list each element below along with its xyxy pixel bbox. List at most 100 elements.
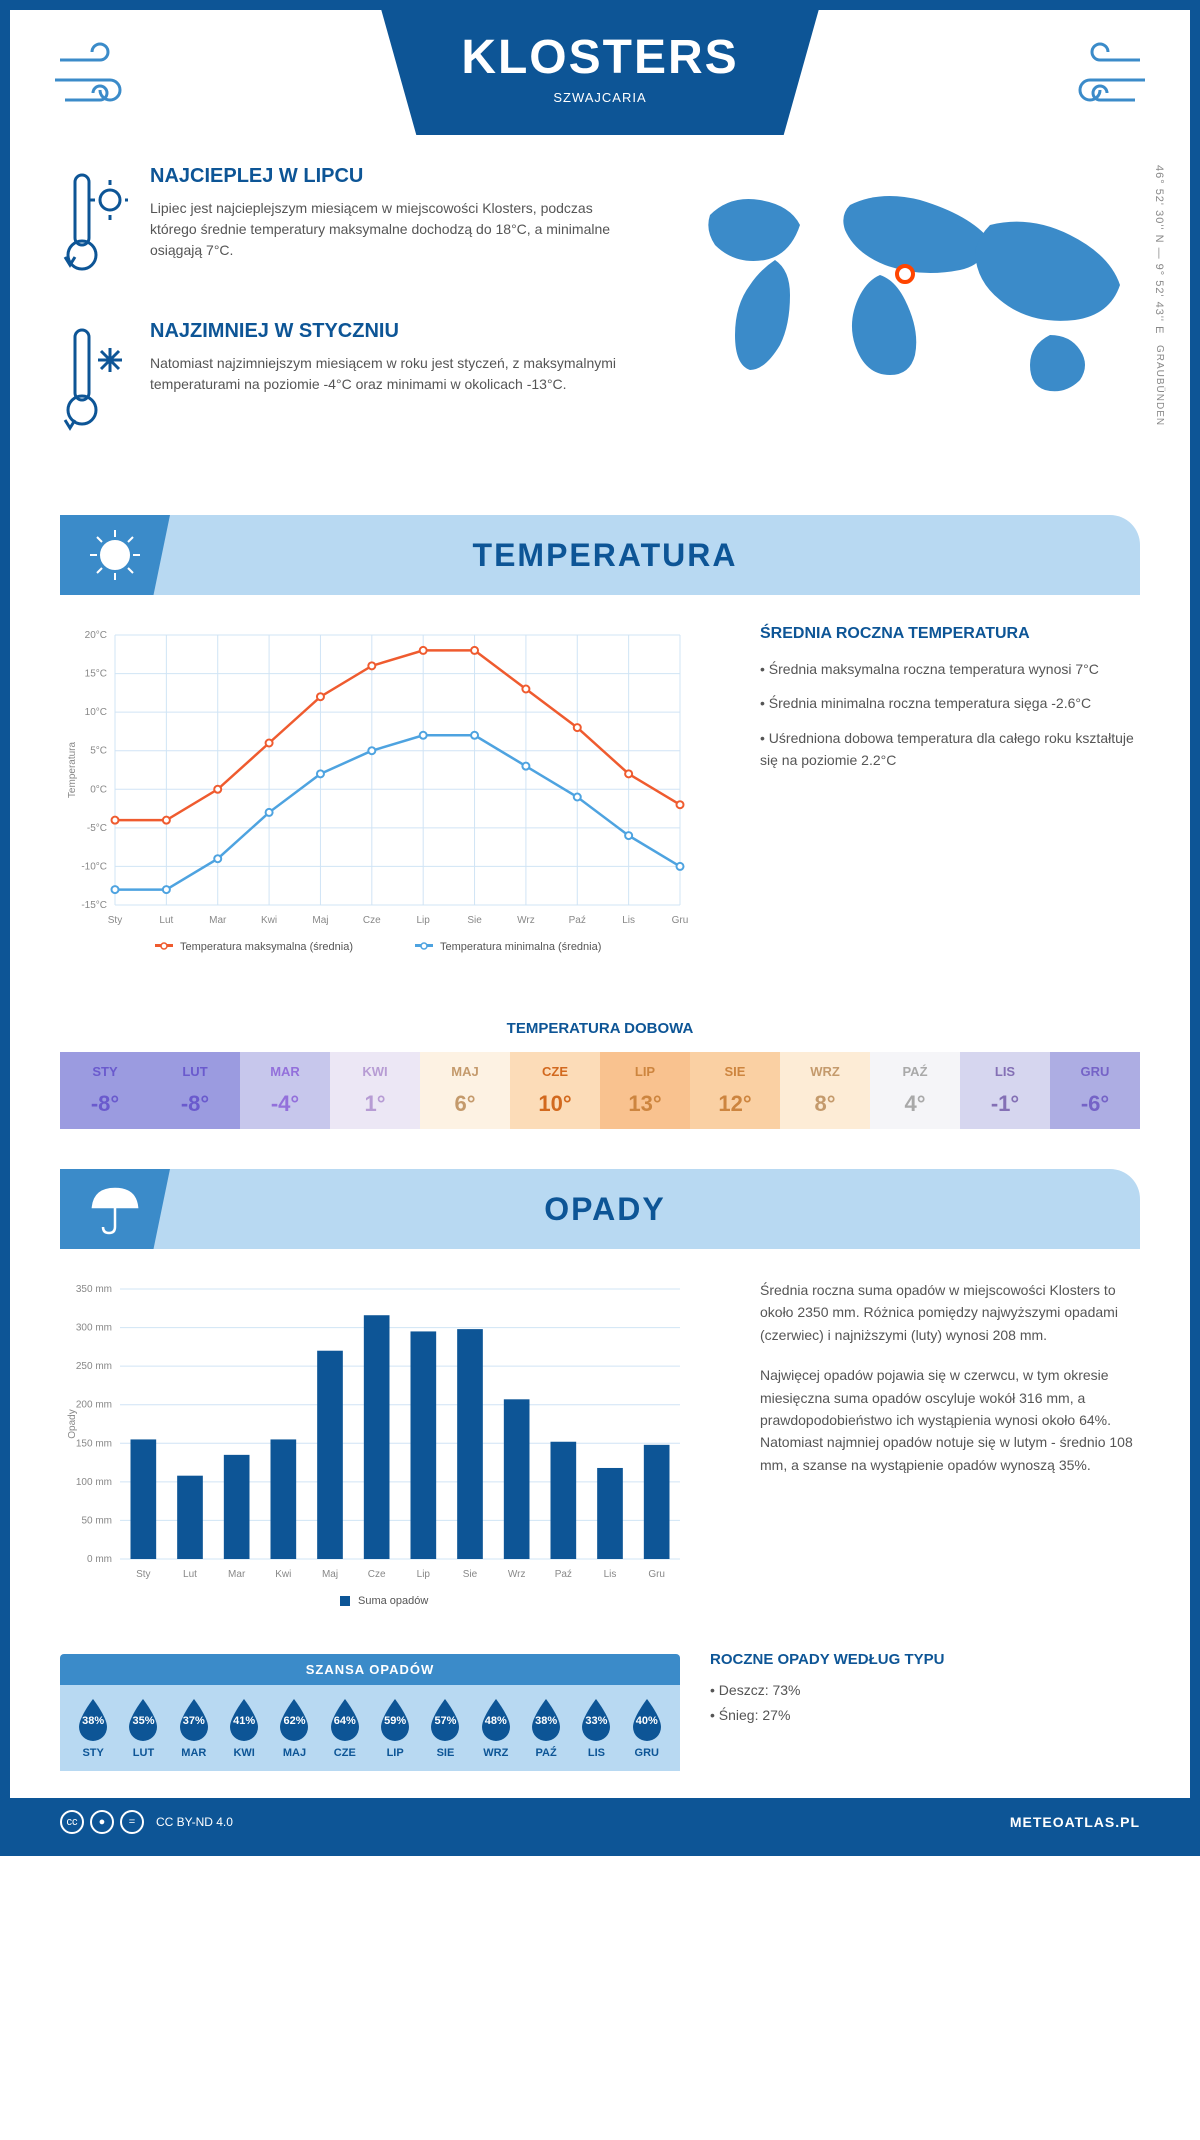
svg-text:5°C: 5°C [90,746,107,757]
wind-icon-left [50,10,150,110]
svg-text:Maj: Maj [322,1569,338,1580]
svg-text:50 mm: 50 mm [81,1515,112,1526]
page-title: KLOSTERS [461,30,738,85]
daily-temp-table: STY-8°LUT-8°MAR-4°KWI1°MAJ6°CZE10°LIP13°… [60,1052,1140,1129]
svg-text:Sie: Sie [467,915,482,926]
daily-cell: SIE12° [690,1052,780,1129]
temp-bullet: • Średnia minimalna roczna temperatura s… [760,692,1140,714]
svg-text:Lis: Lis [604,1569,617,1580]
daily-cell: KWI1° [330,1052,420,1129]
info-section: NAJCIEPLEJ W LIPCU Lipiec jest najcieple… [10,135,1190,515]
svg-text:Sie: Sie [463,1569,478,1580]
svg-text:-10°C: -10°C [81,861,107,872]
footer: cc ● = CC BY-ND 4.0 METEOATLAS.PL [10,1798,1190,1846]
chance-cell: 64%CZE [320,1697,370,1759]
coldest-text: Natomiast najzimniejszym miesiącem w rok… [150,353,620,395]
svg-text:100 mm: 100 mm [76,1477,112,1488]
svg-text:20°C: 20°C [85,630,107,641]
daily-cell: LIS-1° [960,1052,1050,1129]
svg-text:Mar: Mar [228,1569,246,1580]
svg-text:Gru: Gru [648,1569,665,1580]
temp-info-title: ŚREDNIA ROCZNA TEMPERATURA [760,625,1140,643]
region-label: GRAUBÜNDEN [1154,345,1165,426]
warmest-title: NAJCIEPLEJ W LIPCU [150,165,620,188]
coldest-block: NAJZIMNIEJ W STYCZNIU Natomiast najzimni… [60,320,620,445]
yearly-type-item: • Deszcz: 73% [710,1678,1140,1703]
license-text: CC BY-ND 4.0 [156,1815,233,1829]
daily-cell: GRU-6° [1050,1052,1140,1129]
daily-cell: MAJ6° [420,1052,510,1129]
daily-cell: MAR-4° [240,1052,330,1129]
svg-text:Lip: Lip [417,915,431,926]
daily-cell: LUT-8° [150,1052,240,1129]
yearly-type-title: ROCZNE OPADY WEDŁUG TYPU [710,1651,1140,1668]
svg-text:-15°C: -15°C [81,900,107,911]
svg-text:Cze: Cze [368,1569,386,1580]
svg-text:10°C: 10°C [85,707,107,718]
yearly-type-item: • Śnieg: 27% [710,1703,1140,1728]
chance-cell: 33%LIS [571,1697,621,1759]
precip-p2: Najwięcej opadów pojawia się w czerwcu, … [760,1364,1140,1476]
chance-cell: 38%STY [68,1697,118,1759]
precipitation-info: Średnia roczna suma opadów w miejscowośc… [760,1279,1140,1624]
precipitation-title: OPADY [170,1191,1140,1228]
cc-icons: cc ● = [60,1810,144,1834]
svg-text:150 mm: 150 mm [76,1438,112,1449]
precipitation-banner: OPADY [60,1169,1140,1249]
svg-text:Paź: Paź [555,1569,572,1580]
svg-text:Sty: Sty [136,1569,150,1580]
precip-p1: Średnia roczna suma opadów w miejscowośc… [760,1279,1140,1346]
svg-text:Wrz: Wrz [508,1569,526,1580]
header: KLOSTERS SZWAJCARIA [10,10,1190,135]
svg-text:350 mm: 350 mm [76,1284,112,1295]
temperature-info: ŚREDNIA ROCZNA TEMPERATURA • Średnia mak… [760,625,1140,970]
title-banner: KLOSTERS SZWAJCARIA [381,10,818,135]
svg-text:Temperatura maksymalna (średni: Temperatura maksymalna (średnia) [180,941,353,953]
svg-text:300 mm: 300 mm [76,1323,112,1334]
precipitation-chart: 0 mm50 mm100 mm150 mm200 mm250 mm300 mm3… [60,1279,720,1624]
chance-cell: 35%LUT [118,1697,168,1759]
chance-cell: 40%GRU [622,1697,672,1759]
warmest-block: NAJCIEPLEJ W LIPCU Lipiec jest najcieple… [60,165,620,290]
chance-cell: 59%LIP [370,1697,420,1759]
temperature-banner: TEMPERATURA [60,515,1140,595]
world-map: 46° 52' 30'' N — 9° 52' 43'' E GRAUBÜNDE… [660,165,1140,475]
temp-bullet: • Uśredniona dobowa temperatura dla całe… [760,727,1140,772]
svg-text:Kwi: Kwi [261,915,277,926]
chance-cell: 62%MAJ [269,1697,319,1759]
svg-text:Lut: Lut [183,1569,197,1580]
wind-icon-right [1050,10,1150,110]
svg-text:Opady: Opady [67,1409,78,1438]
temperature-title: TEMPERATURA [170,537,1140,574]
svg-text:Lip: Lip [417,1569,431,1580]
svg-text:Temperatura: Temperatura [67,741,78,798]
svg-text:Sty: Sty [108,915,122,926]
svg-text:Temperatura minimalna (średnia: Temperatura minimalna (średnia) [440,941,601,953]
svg-text:Maj: Maj [312,915,328,926]
svg-text:Suma opadów: Suma opadów [358,1595,428,1607]
chance-cell: 38%PAŹ [521,1697,571,1759]
coldest-title: NAJZIMNIEJ W STYCZNIU [150,320,620,343]
svg-text:Wrz: Wrz [517,915,535,926]
daily-cell: WRZ8° [780,1052,870,1129]
daily-cell: CZE10° [510,1052,600,1129]
svg-text:15°C: 15°C [85,669,107,680]
page-subtitle: SZWAJCARIA [461,90,738,105]
brand-text: METEOATLAS.PL [1010,1814,1140,1830]
daily-cell: LIP13° [600,1052,690,1129]
coordinates: 46° 52' 30'' N — 9° 52' 43'' E [1153,165,1165,334]
svg-text:Gru: Gru [672,915,689,926]
svg-text:Paź: Paź [569,915,586,926]
svg-text:Lis: Lis [622,915,635,926]
chance-cell: 48%WRZ [471,1697,521,1759]
thermometer-hot-icon [60,165,130,290]
svg-text:0 mm: 0 mm [87,1554,112,1565]
thermometer-cold-icon [60,320,130,445]
svg-text:Kwi: Kwi [275,1569,291,1580]
daily-cell: PAŹ4° [870,1052,960,1129]
sun-icon [60,515,170,595]
temperature-chart: -15°C-10°C-5°C0°C5°C10°C15°C20°CStyLutMa… [60,625,720,970]
svg-text:250 mm: 250 mm [76,1361,112,1372]
chance-cell: 57%SIE [420,1697,470,1759]
daily-temp-title: TEMPERATURA DOBOWA [10,1020,1190,1037]
